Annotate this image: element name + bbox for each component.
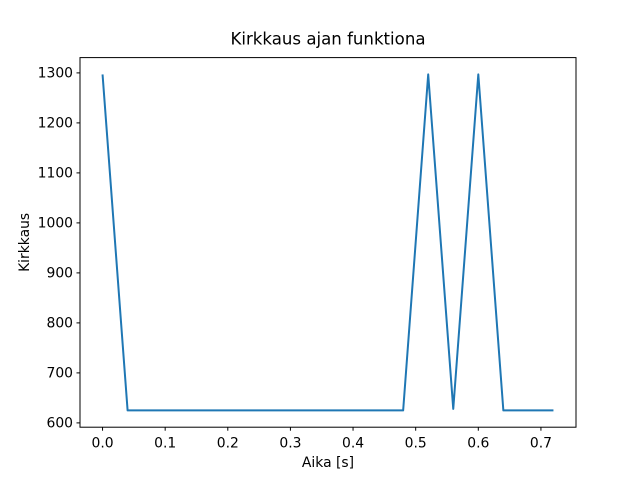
- data-line: [101, 73, 554, 412]
- y-tick-label: 700: [46, 365, 73, 381]
- axes-frame: [79, 57, 577, 428]
- x-axis-ticks: 0.0 0.1 0.2 0.3 0.4 0.5 0.6 0.7: [91, 427, 552, 452]
- y-axis-label: Kirkkaus: [17, 213, 33, 272]
- x-tick-label: 0.2: [217, 436, 239, 452]
- y-axis-ticks: 600 700 800 900 1000 1100 1200 1300: [38, 65, 80, 431]
- y-tick-label: 1200: [38, 115, 73, 131]
- x-tick-label: 0.3: [279, 436, 301, 452]
- y-tick-label: 900: [46, 265, 73, 281]
- chart-title: Kirkkaus ajan funktiona: [230, 30, 425, 49]
- y-tick-label: 1100: [38, 165, 73, 181]
- plot-area: [80, 57, 576, 428]
- x-axis-label: Aika [s]: [302, 455, 354, 471]
- y-tick-label: 800: [46, 315, 73, 331]
- x-tick-label: 0.5: [405, 436, 427, 452]
- x-tick-label: 0.6: [467, 436, 489, 452]
- x-tick-label: 0.1: [154, 436, 176, 452]
- x-tick-label: 0.7: [530, 436, 552, 452]
- x-tick-label: 0.0: [91, 436, 113, 452]
- y-tick-label: 1300: [38, 65, 73, 81]
- y-tick-label: 1000: [38, 215, 73, 231]
- x-tick-label: 0.4: [342, 436, 364, 452]
- y-tick-label: 600: [46, 415, 73, 431]
